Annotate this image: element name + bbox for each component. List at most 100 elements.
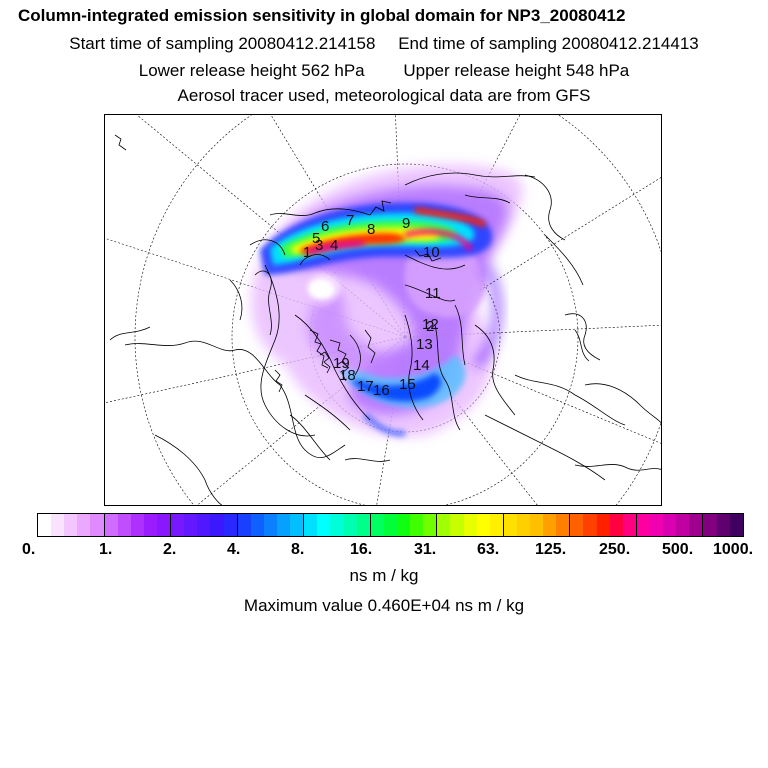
colorbar-segment — [716, 514, 730, 536]
colorbar-segment — [51, 514, 65, 536]
point-label-12: 12 — [422, 316, 439, 333]
colorbar-segment — [383, 514, 397, 536]
trajectory-labels: 1 2 3 4 5 6 7 8 9 10 11 12 13 14 15 16 1… — [303, 212, 441, 399]
point-label-9: 9 — [402, 215, 410, 232]
tick-label-0: 0. — [22, 541, 36, 558]
release-heights: Lower release height 562 hPa Upper relea… — [0, 61, 768, 81]
colorbar-segment — [64, 514, 78, 536]
end-time-label: End time of sampling 20080412.214413 — [398, 34, 699, 53]
colorbar-segment — [104, 514, 118, 536]
tick-label-8: 125. — [535, 541, 567, 558]
colorbar-segment — [676, 514, 690, 536]
colorbar-segment — [210, 514, 224, 536]
colorbar-segment — [530, 514, 544, 536]
colorbar-segment — [156, 514, 172, 536]
point-label-2: 2 — [426, 318, 434, 335]
point-label-7: 7 — [346, 212, 354, 229]
colorbar-segment — [90, 514, 105, 536]
colorbar-segment — [317, 514, 331, 536]
colorbar-segment — [276, 514, 291, 536]
colorbar-segment — [503, 514, 517, 536]
point-label-19: 19 — [333, 355, 350, 372]
sensitivity-field — [251, 164, 523, 437]
tick-label-7: 63. — [477, 541, 500, 558]
tick-label-4: 8. — [291, 541, 305, 558]
colorbar-segment — [450, 514, 464, 536]
maximum-value: Maximum value 0.460E+04 ns m / kg — [243, 596, 525, 615]
polar-map: 1 2 3 4 5 6 7 8 9 10 11 12 13 14 15 16 1… — [104, 114, 662, 506]
point-label-10: 10 — [423, 244, 440, 261]
colorbar-segment — [689, 514, 704, 536]
coastlines — [109, 134, 661, 505]
point-label-1: 1 — [303, 244, 311, 261]
colorbar-segment — [663, 514, 677, 536]
point-label-15: 15 — [399, 376, 416, 393]
point-label-5: 5 — [312, 230, 320, 247]
start-time-label: Start time of sampling 20080412.214158 — [69, 34, 376, 53]
colorbar-segment — [237, 514, 251, 536]
colorbar-segment — [250, 514, 264, 536]
point-label-13: 13 — [416, 336, 433, 353]
colorbar — [37, 513, 744, 537]
colorbar-segment — [489, 514, 504, 536]
tick-label-1: 1. — [99, 541, 113, 558]
point-label-6: 6 — [321, 218, 329, 235]
tick-label-11: 1000. — [713, 541, 754, 558]
colorbar-segment — [38, 514, 52, 536]
colorbar-segment — [437, 514, 451, 536]
lower-release-label: Lower release height 562 hPa — [138, 61, 365, 80]
colorbar-segment — [583, 514, 597, 536]
colorbar-segment — [543, 514, 557, 536]
colorbar-segment — [263, 514, 277, 536]
point-label-17: 17 — [357, 378, 374, 395]
colorbar-segment — [304, 514, 318, 536]
colorbar-segment — [370, 514, 384, 536]
point-label-14: 14 — [413, 357, 430, 374]
colorbar-segment — [609, 514, 623, 536]
colorbar-segment — [476, 514, 490, 536]
point-label-11: 11 — [425, 285, 441, 302]
colorbar-segment — [184, 514, 198, 536]
colorbar-units: ns m / kg — [349, 566, 419, 585]
tick-label-5: 16. — [350, 541, 373, 558]
tracer-note: Aerosol tracer used, meteorological data… — [177, 86, 591, 105]
colorbar-segment — [171, 514, 185, 536]
map-canvas: 1 2 3 4 5 6 7 8 9 10 11 12 13 14 15 16 1… — [105, 115, 661, 505]
colorbar-segment — [330, 514, 344, 536]
colorbar-segment — [223, 514, 238, 536]
colorbar-segment — [77, 514, 91, 536]
colorbar-segment — [143, 514, 157, 536]
colorbar-segment — [703, 514, 717, 536]
colorbar-segment — [396, 514, 411, 536]
point-label-4: 4 — [330, 237, 338, 254]
colorbar-segment — [356, 514, 371, 536]
colorbar-segment — [117, 514, 131, 536]
colorbar-segment — [596, 514, 610, 536]
colorbar-segment — [570, 514, 584, 536]
map-title: Column-integrated emission sensitivity i… — [18, 6, 626, 25]
tick-label-2: 2. — [163, 541, 177, 558]
point-label-3: 3 — [315, 237, 323, 254]
point-label-18: 18 — [339, 367, 356, 384]
tick-label-6: 31. — [414, 541, 437, 558]
colorbar-segment — [423, 514, 438, 536]
colorbar-segment — [650, 514, 664, 536]
colorbar-segment — [197, 514, 211, 536]
colorbar-segment — [622, 514, 637, 536]
colorbar-segment — [410, 514, 424, 536]
colorbar-segment — [343, 514, 357, 536]
colorbar-segment — [729, 514, 743, 536]
upper-release-label: Upper release height 548 hPa — [403, 61, 630, 80]
point-label-8: 8 — [367, 221, 375, 238]
colorbar-segment — [556, 514, 571, 536]
colorbar-segment — [636, 514, 651, 536]
colorbar-segment — [130, 514, 144, 536]
colorbar-segment — [463, 514, 477, 536]
point-label-16: 16 — [373, 382, 390, 399]
colorbar-segment — [290, 514, 305, 536]
sampling-times: Start time of sampling 20080412.214158 E… — [0, 34, 768, 54]
tick-label-10: 500. — [662, 541, 694, 558]
tick-label-3: 4. — [227, 541, 241, 558]
tick-label-9: 250. — [599, 541, 631, 558]
colorbar-segment — [516, 514, 531, 536]
